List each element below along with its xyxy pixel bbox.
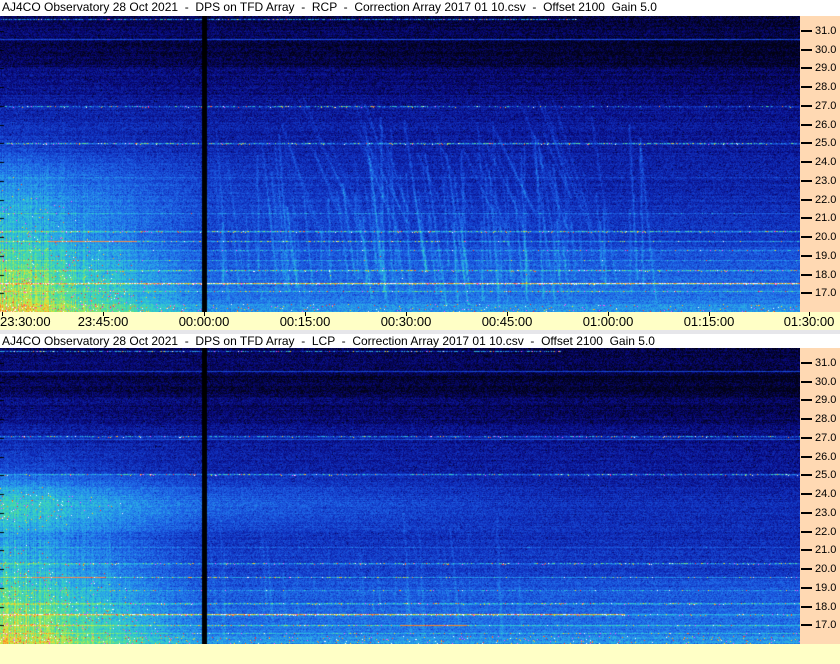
freq-tick-mark xyxy=(801,530,812,533)
freq-tick-mark xyxy=(801,273,812,276)
time-tick-mark xyxy=(406,312,407,316)
frequency-axis-rcp: 31.0 30.0 29.0 28.0 27.0 26.0 25.0 24.0 23.0 22.0… xyxy=(800,16,840,312)
freq-tick-mark xyxy=(801,161,812,164)
frequency-axis-lcp: 31.0 30.0 29.0 28.0 27.0 26.0 25.0 24.0 23.0 22.0… xyxy=(800,348,840,644)
freq-tick-label: 21.0 xyxy=(815,544,837,557)
time-tick-label: 23:30:00 xyxy=(0,314,51,329)
freq-tick-mark xyxy=(801,104,812,107)
freq-tick-label: 19.0 xyxy=(815,581,837,594)
freq-tick-mark xyxy=(801,380,812,383)
time-tick-mark xyxy=(709,312,710,316)
freq-tick-mark xyxy=(801,236,812,239)
freq-tick-label: 25.0 xyxy=(815,137,837,150)
freq-tick-mark xyxy=(801,605,812,608)
freq-tick-mark xyxy=(801,292,812,295)
freq-tick-label: 17.0 xyxy=(815,287,837,300)
freq-tick-mark xyxy=(801,86,812,89)
freq-tick-label: 18.0 xyxy=(815,600,837,613)
time-tick-label: 23:45:00 xyxy=(77,314,129,329)
time-tick-mark xyxy=(204,312,205,316)
freq-tick-label: 24.0 xyxy=(815,156,837,169)
freq-tick-mark xyxy=(801,198,812,201)
freq-tick-mark xyxy=(801,568,812,571)
freq-tick-mark xyxy=(801,123,812,126)
freq-tick-label: 19.0 xyxy=(815,249,837,262)
time-tick-label: 01:00:00 xyxy=(582,314,634,329)
freq-tick-label: 31.0 xyxy=(815,24,837,37)
freq-tick-mark xyxy=(801,474,812,477)
freq-tick-label: 25.0 xyxy=(815,469,837,482)
time-tick-label: 01:30:00 xyxy=(783,314,835,329)
freq-tick-label: 26.0 xyxy=(815,118,837,131)
freq-tick-mark xyxy=(801,29,812,32)
freq-tick-mark xyxy=(801,549,812,552)
freq-tick-label: 20.0 xyxy=(815,563,837,576)
time-axis: 23:30:00 23:45:00 00:00:00 00:15:00 00:30:00… xyxy=(0,312,840,330)
freq-tick-mark xyxy=(801,624,812,627)
freq-tick-mark xyxy=(801,361,812,364)
freq-tick-label: 20.0 xyxy=(815,231,837,244)
freq-tick-label: 18.0 xyxy=(815,268,837,281)
freq-tick-label: 23.0 xyxy=(815,506,837,519)
freq-tick-label: 31.0 xyxy=(815,356,837,369)
time-tick-mark xyxy=(103,312,104,316)
time-tick-label: 00:00:00 xyxy=(178,314,230,329)
freq-tick-mark xyxy=(801,48,812,51)
freq-tick-label: 21.0 xyxy=(815,212,837,225)
time-tick-mark xyxy=(809,312,810,316)
time-tick-label: 01:15:00 xyxy=(683,314,735,329)
spectrogram-rcp xyxy=(0,16,800,312)
freq-tick-label: 30.0 xyxy=(815,375,837,388)
panel-title-lcp: AJ4CO Observatory 28 Oct 2021 - DPS on T… xyxy=(0,334,840,348)
time-tick-mark xyxy=(305,312,306,316)
freq-tick-mark xyxy=(801,399,812,402)
time-tick-mark xyxy=(2,312,3,316)
freq-tick-mark xyxy=(801,436,812,439)
freq-tick-mark xyxy=(801,511,812,514)
freq-tick-label: 22.0 xyxy=(815,193,837,206)
time-tick-label: 00:45:00 xyxy=(481,314,533,329)
freq-tick-mark xyxy=(801,217,812,220)
freq-tick-mark xyxy=(801,455,812,458)
freq-tick-mark xyxy=(801,254,812,257)
panel-separator xyxy=(0,330,840,334)
freq-tick-mark xyxy=(801,179,812,182)
freq-tick-label: 23.0 xyxy=(815,174,837,187)
time-axis-lcp-cropped xyxy=(0,644,840,664)
freq-tick-label: 17.0 xyxy=(815,619,837,632)
freq-tick-label: 27.0 xyxy=(815,431,837,444)
spectrogram-lcp xyxy=(0,348,800,644)
freq-tick-label: 28.0 xyxy=(815,413,837,426)
freq-tick-label: 29.0 xyxy=(815,394,837,407)
time-tick-mark xyxy=(507,312,508,316)
freq-tick-mark xyxy=(801,418,812,421)
freq-tick-mark xyxy=(801,493,812,496)
freq-tick-label: 30.0 xyxy=(815,43,837,56)
time-tick-label: 00:30:00 xyxy=(380,314,432,329)
freq-tick-label: 28.0 xyxy=(815,81,837,94)
panel-title-rcp: AJ4CO Observatory 28 Oct 2021 - DPS on T… xyxy=(0,0,840,16)
freq-tick-label: 26.0 xyxy=(815,450,837,463)
freq-tick-mark xyxy=(801,67,812,70)
freq-tick-label: 29.0 xyxy=(815,62,837,75)
freq-tick-label: 24.0 xyxy=(815,488,837,501)
time-tick-label: 00:15:00 xyxy=(279,314,331,329)
freq-tick-label: 22.0 xyxy=(815,525,837,538)
time-tick-mark xyxy=(608,312,609,316)
freq-tick-mark xyxy=(801,142,812,145)
freq-tick-label: 27.0 xyxy=(815,99,837,112)
freq-tick-mark xyxy=(801,586,812,589)
